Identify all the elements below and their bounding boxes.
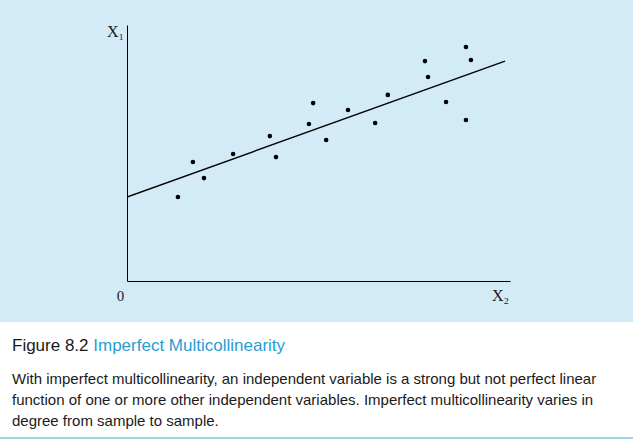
chart: 0 X₁ X₂: [0, 0, 633, 322]
point: [268, 134, 273, 139]
x-tick-label: 0: [117, 288, 125, 304]
point: [311, 101, 316, 106]
y-axis-line: [127, 26, 128, 282]
x-tick: 0: [117, 281, 128, 304]
point: [231, 152, 236, 157]
point: [274, 155, 279, 160]
point: [324, 138, 329, 143]
fit-line: [127, 61, 505, 197]
chart-panel: [0, 0, 633, 322]
x-axis: 0: [117, 281, 511, 304]
point: [373, 121, 378, 126]
point: [426, 75, 431, 80]
point: [346, 108, 351, 113]
point: [423, 59, 428, 64]
point: [191, 160, 196, 165]
x-axis-title: X₂: [492, 287, 509, 304]
caption: Figure 8.2 Imperfect Multicollinearity: [12, 336, 285, 356]
point: [444, 100, 449, 105]
x-axis-line: [128, 281, 511, 282]
caption-rule: [0, 437, 633, 439]
figure-label: Figure 8.2: [12, 336, 89, 355]
figure-title: Imperfect Multicollinearity: [93, 336, 285, 355]
point: [464, 45, 469, 50]
caption-text: With imperfect multicollinearity, an ind…: [12, 368, 612, 431]
point: [469, 58, 474, 63]
point: [307, 122, 312, 127]
y-axis-title: X₁: [107, 23, 124, 40]
point: [176, 195, 181, 200]
y-axis: [127, 26, 128, 282]
point: [386, 93, 391, 98]
plot-area: [127, 45, 505, 200]
point: [464, 118, 469, 123]
point: [202, 176, 207, 181]
